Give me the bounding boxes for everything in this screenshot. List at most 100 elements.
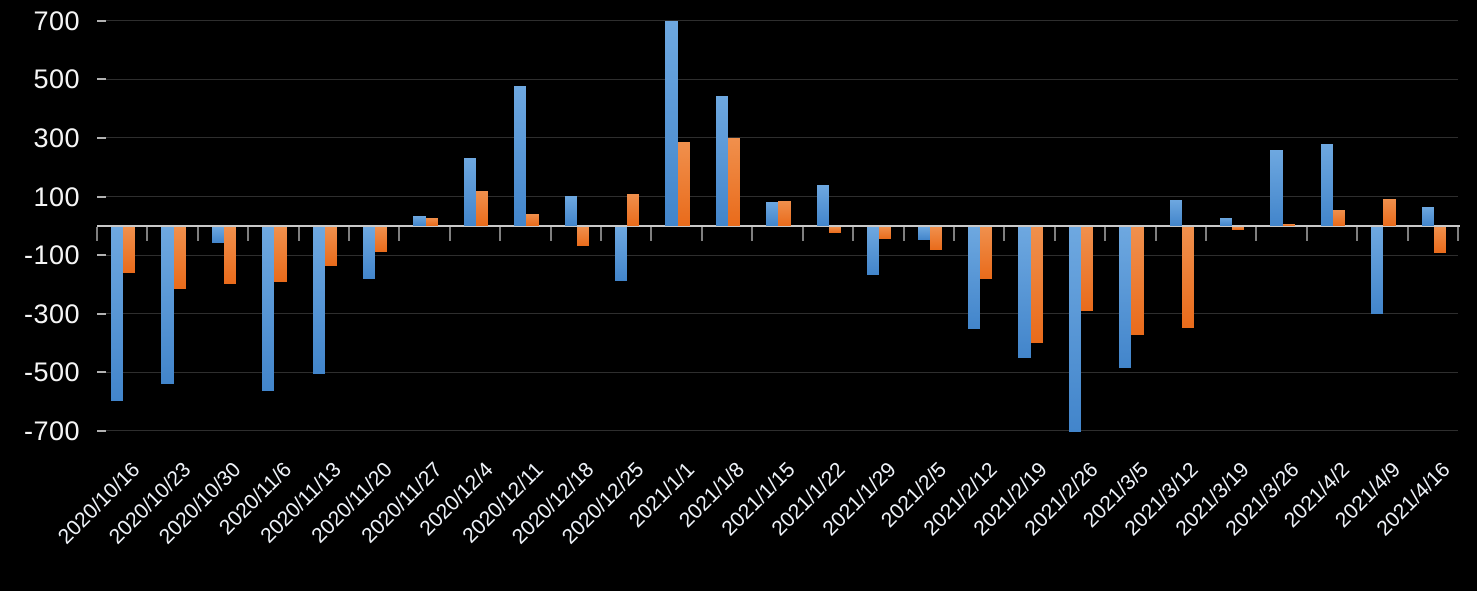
- y-axis-tick: [97, 19, 106, 22]
- y-tick-label: 300: [33, 122, 80, 153]
- bar-blue-2020/12/25: [615, 227, 628, 282]
- x-axis-tick: [1154, 226, 1157, 241]
- x-axis-tick: [700, 226, 703, 241]
- bar-orange-2021/1/29: [879, 227, 892, 240]
- x-axis-tick: [1305, 226, 1308, 241]
- bar-blue-2020/11/27: [413, 216, 426, 226]
- x-axis-tick: [1406, 226, 1409, 241]
- bar-blue-2021/2/5: [917, 227, 930, 241]
- bar-orange-2021/3/12: [1181, 227, 1194, 328]
- y-gridline: [97, 254, 1458, 256]
- x-axis-tick: [549, 226, 552, 241]
- bar-blue-2020/12/11: [514, 85, 527, 226]
- bar-orange-2020/12/18: [576, 227, 590, 247]
- y-axis-tick: [97, 429, 106, 432]
- bar-blue-2021/2/26: [1068, 227, 1081, 432]
- y-gridline: [97, 313, 1458, 315]
- x-axis-tick: [952, 226, 955, 241]
- y-gridline: [97, 20, 1458, 22]
- bar-orange-2021/4/2: [1332, 209, 1346, 226]
- bar-blue-2020/10/30: [211, 227, 224, 244]
- x-axis-tick: [247, 226, 250, 241]
- bar-orange-2020/11/13: [324, 227, 338, 267]
- bar-orange-2020/11/6: [274, 227, 287, 283]
- y-tick-label: 100: [33, 181, 80, 212]
- bar-orange-2021/1/1: [677, 142, 690, 226]
- bar-orange-2020/11/27: [425, 217, 438, 226]
- bar-orange-2020/10/30: [224, 227, 237, 285]
- x-axis-tick: [1104, 226, 1107, 241]
- bar-orange-2020/12/11: [526, 213, 539, 226]
- x-axis-tick: [146, 226, 149, 241]
- bar-blue-2020/10/16: [111, 227, 124, 402]
- x-axis-tick: [1457, 226, 1459, 241]
- bar-orange-2020/10/23: [173, 227, 186, 290]
- bar-blue-2020/12/4: [463, 157, 477, 226]
- bar-blue-2021/1/8: [715, 95, 729, 226]
- bar-blue-2021/4/16: [1421, 207, 1434, 226]
- bar-orange-2020/10/16: [123, 227, 136, 274]
- x-axis-tick: [398, 226, 401, 241]
- y-tick-label: -500: [23, 357, 80, 388]
- y-tick-label: 700: [33, 5, 80, 36]
- y-axis-tick: [97, 312, 106, 315]
- y-axis-tick: [97, 78, 106, 81]
- x-axis-tick: [1356, 226, 1359, 241]
- y-tick-label: 500: [33, 64, 80, 95]
- bar-blue-2021/3/19: [1219, 217, 1233, 226]
- x-axis-tick: [650, 226, 653, 241]
- bar-blue-2021/2/19: [1018, 227, 1031, 359]
- x-axis-tick: [600, 226, 603, 241]
- bar-blue-2021/3/12: [1169, 200, 1182, 226]
- y-gridline: [97, 78, 1458, 80]
- bar-orange-2021/3/5: [1131, 227, 1144, 336]
- x-axis-tick: [96, 226, 98, 241]
- bar-orange-2021/1/8: [728, 137, 741, 226]
- bar-orange-2021/2/26: [1080, 227, 1094, 312]
- bar-orange-2021/2/12: [980, 227, 993, 279]
- bar-blue-2020/11/6: [262, 227, 275, 391]
- y-axis-tick: [97, 371, 106, 374]
- bar-blue-2021/3/5: [1119, 227, 1132, 369]
- x-axis-tick: [751, 226, 754, 241]
- bar-orange-2021/1/15: [778, 200, 791, 226]
- bar-blue-2020/11/13: [312, 227, 325, 375]
- y-gridline: [97, 196, 1458, 198]
- bar-orange-2020/12/4: [476, 190, 489, 226]
- bar-blue-2020/12/18: [564, 195, 577, 226]
- bar-blue-2020/11/20: [363, 227, 376, 280]
- bar-blue-2021/1/29: [867, 227, 880, 275]
- bar-blue-2021/1/22: [816, 184, 829, 226]
- bar-orange-2021/4/16: [1433, 227, 1446, 254]
- bar-orange-2021/1/22: [828, 227, 842, 233]
- y-axis-tick: [97, 195, 106, 198]
- bar-orange-2021/2/5: [929, 227, 942, 251]
- bar-orange-2021/3/19: [1232, 227, 1245, 230]
- bar-blue-2021/4/2: [1320, 143, 1333, 226]
- x-axis-tick: [1204, 226, 1207, 241]
- y-gridline: [97, 137, 1458, 139]
- x-axis-tick: [499, 226, 502, 241]
- x-axis-tick: [1053, 226, 1056, 241]
- y-tick-label: -300: [23, 298, 80, 329]
- bar-blue-2021/4/9: [1371, 227, 1384, 315]
- bar-orange-2021/2/19: [1030, 227, 1043, 343]
- bar-orange-2020/12/25: [627, 193, 640, 226]
- x-axis-tick: [1003, 226, 1006, 241]
- x-axis-tick: [1255, 226, 1258, 241]
- bar-blue-2021/2/12: [967, 227, 981, 330]
- y-tick-label: -100: [23, 240, 80, 271]
- y-axis-tick: [97, 254, 106, 257]
- y-gridline: [97, 371, 1458, 373]
- bar-blue-2021/1/15: [766, 201, 779, 226]
- bar-orange-2020/11/20: [375, 227, 388, 253]
- x-axis-tick: [801, 226, 804, 241]
- x-axis-tick: [348, 226, 351, 241]
- bar-orange-2021/4/9: [1383, 198, 1396, 226]
- x-axis-tick: [852, 226, 855, 241]
- bar-blue-2021/1/1: [665, 20, 678, 226]
- bar-blue-2020/10/23: [161, 227, 174, 385]
- x-axis-tick: [196, 226, 199, 241]
- y-tick-label: -700: [23, 415, 80, 446]
